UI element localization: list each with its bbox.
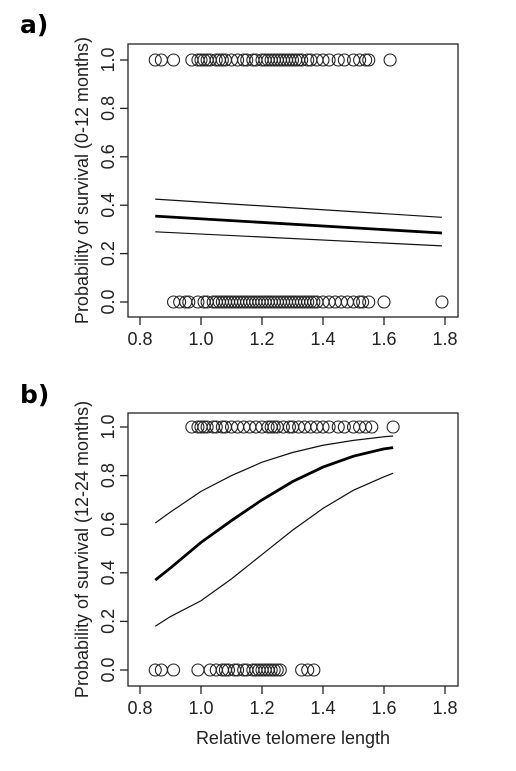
data-point-died <box>346 295 361 309</box>
data-point-died <box>264 663 278 677</box>
y-tick-label: 0.0 <box>98 289 118 314</box>
data-point-died <box>377 295 391 309</box>
panel-b-label: b) <box>20 380 50 409</box>
data-point-survived <box>322 53 336 67</box>
plot-frame <box>127 412 459 687</box>
x-tick-label: 1.4 <box>310 329 335 349</box>
ci-upper-line <box>155 198 442 218</box>
data-point-survived <box>362 53 376 67</box>
x-tick-label: 1.0 <box>188 329 213 349</box>
data-point-died <box>182 295 196 309</box>
x-axis-title: Relative telomere length <box>196 728 390 748</box>
fit-line <box>155 214 443 235</box>
data-point-died <box>167 663 181 677</box>
x-tick-label: 1.2 <box>249 329 274 349</box>
y-tick-label: 0.8 <box>98 463 118 488</box>
data-point-survived <box>316 420 330 434</box>
data-point-died <box>267 663 281 677</box>
y-tick-label: 0.6 <box>98 144 118 169</box>
x-tick-label: 1.8 <box>432 329 457 349</box>
data-point-died <box>301 295 315 309</box>
data-point-survived <box>261 420 275 434</box>
data-point-survived <box>365 420 379 434</box>
x-tick-label: 1.8 <box>432 698 457 718</box>
data-point-survived <box>209 53 223 67</box>
data-point-survived <box>383 53 397 67</box>
data-point-survived <box>353 53 367 67</box>
data-point-survived <box>337 53 351 67</box>
x-tick-label: 1.0 <box>188 698 213 718</box>
x-tick-label: 0.8 <box>127 329 152 349</box>
x-tick-label: 1.2 <box>249 698 274 718</box>
data-point-died <box>221 663 235 677</box>
y-axis-title: Probability of survival (0-12 months) <box>72 37 92 324</box>
y-tick-label: 1.0 <box>98 47 118 72</box>
data-point-died <box>353 295 367 309</box>
data-point-survived <box>231 53 245 67</box>
data-point-survived <box>215 53 229 67</box>
y-tick-label: 0.2 <box>98 609 118 634</box>
data-point-survived <box>282 420 297 434</box>
panel-a-plot: 0.8 1.0 1.2 1.4 1.6 1.8 0.0 0.2 0.4 0.6 0.8 1.0 Prob… <box>72 37 459 349</box>
data-point-survived <box>322 420 336 434</box>
data-point-died <box>307 295 321 309</box>
data-point-died <box>362 295 376 309</box>
data-point-survived <box>194 53 208 67</box>
data-point-died <box>173 295 187 309</box>
data-point-died <box>270 663 284 677</box>
y-tick-label: 0.2 <box>98 241 118 266</box>
ci-lower-line <box>155 231 442 247</box>
y-tick-label: 0.4 <box>98 193 118 218</box>
data-point-survived <box>209 420 223 434</box>
data-point-died <box>307 663 321 677</box>
data-point-survived <box>240 53 254 67</box>
data-point-survived <box>386 420 400 434</box>
y-tick-label: 1.0 <box>98 414 118 439</box>
data-point-died <box>435 295 449 309</box>
data-point-survived <box>295 53 309 67</box>
data-point-survived <box>331 53 345 67</box>
x-tick-label: 1.6 <box>371 698 396 718</box>
data-point-died <box>301 663 315 677</box>
data-point-died <box>148 663 162 677</box>
data-point-survived <box>337 420 351 434</box>
data-point-survived <box>167 53 181 67</box>
x-tick-label: 1.6 <box>371 329 396 349</box>
data-point-survived <box>331 420 345 434</box>
data-point-died <box>231 663 245 677</box>
y-tick-label: 0.6 <box>98 512 118 537</box>
panel-b-plot: 0.8 1.0 1.2 1.4 1.6 1.8 0.0 0.2 0.4 0.6 0.8 1.0 Prob… <box>72 401 459 748</box>
y-axis-title: Probability of survival (12-24 months) <box>72 401 92 698</box>
data-point-survived <box>191 420 205 434</box>
data-point-survived <box>359 53 373 67</box>
data-point-died <box>191 295 205 309</box>
data-point-survived <box>285 53 300 67</box>
data-point-survived <box>301 53 315 67</box>
data-point-survived <box>316 53 330 67</box>
data-point-died <box>356 295 370 309</box>
data-point-survived <box>215 420 229 434</box>
ci-upper-line <box>154 435 394 524</box>
plot-frame <box>127 43 459 318</box>
data-point-survived <box>267 420 281 434</box>
data-point-died <box>273 663 287 677</box>
panel-a-label: a) <box>20 10 49 39</box>
data-point-died <box>191 663 205 677</box>
fit-line <box>154 446 394 582</box>
data-point-survived <box>148 53 162 67</box>
ci-lower-line <box>154 472 394 627</box>
y-tick-label: 0.0 <box>98 657 118 682</box>
y-tick-label: 0.8 <box>98 96 118 121</box>
data-point-survived <box>200 420 214 434</box>
x-tick-label: 1.4 <box>310 698 335 718</box>
y-tick-label: 0.4 <box>98 560 118 585</box>
data-point-survived <box>276 420 290 434</box>
x-tick-label: 0.8 <box>127 698 152 718</box>
data-point-survived <box>359 420 373 434</box>
